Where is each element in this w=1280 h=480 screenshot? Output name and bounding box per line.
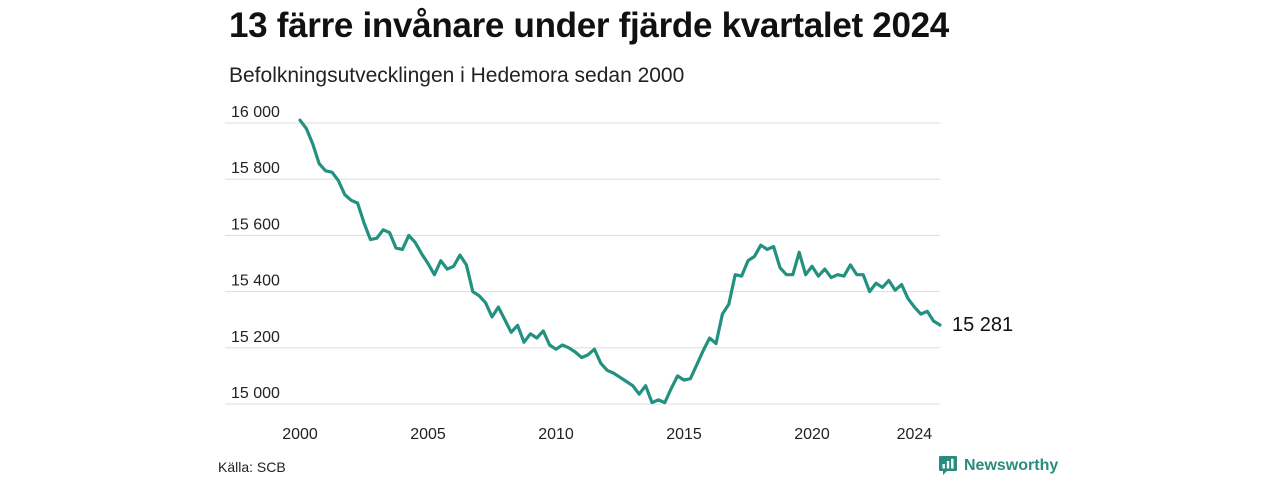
brand-name: Newsworthy xyxy=(964,457,1059,474)
chart-subtitle: Befolkningsutvecklingen i Hedemora sedan… xyxy=(229,64,685,87)
newsworthy-logo-icon xyxy=(939,456,957,475)
x-tick-label: 2000 xyxy=(282,426,318,443)
x-axis-labels: 2000 2005 2010 2015 2020 2024 xyxy=(282,426,932,443)
end-value-label: 15 281 xyxy=(952,314,1013,336)
x-tick-label: 2010 xyxy=(538,426,574,443)
y-tick-label: 15 400 xyxy=(231,273,280,290)
y-axis-labels: 15 000 15 200 15 400 15 600 15 800 16 000 xyxy=(231,104,280,402)
y-tick-label: 15 200 xyxy=(231,329,280,346)
x-tick-label: 2024 xyxy=(897,426,933,443)
brand-logo: Newsworthy xyxy=(938,455,1058,477)
grid-lines xyxy=(225,122,940,405)
chart-title: 13 färre invånare under fjärde kvartalet… xyxy=(229,6,949,45)
y-tick-label: 16 000 xyxy=(231,104,280,121)
population-series-line xyxy=(298,118,942,405)
y-tick-label: 15 600 xyxy=(231,216,280,233)
x-tick-label: 2015 xyxy=(666,426,702,443)
y-tick-label: 15 000 xyxy=(231,385,280,402)
x-tick-label: 2020 xyxy=(794,426,830,443)
x-tick-label: 2005 xyxy=(410,426,446,443)
y-tick-label: 15 800 xyxy=(231,160,280,177)
source-note: Källa: SCB xyxy=(218,459,286,475)
